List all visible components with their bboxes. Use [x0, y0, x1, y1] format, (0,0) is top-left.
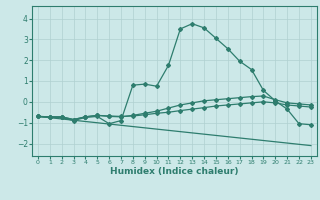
X-axis label: Humidex (Indice chaleur): Humidex (Indice chaleur): [110, 167, 239, 176]
